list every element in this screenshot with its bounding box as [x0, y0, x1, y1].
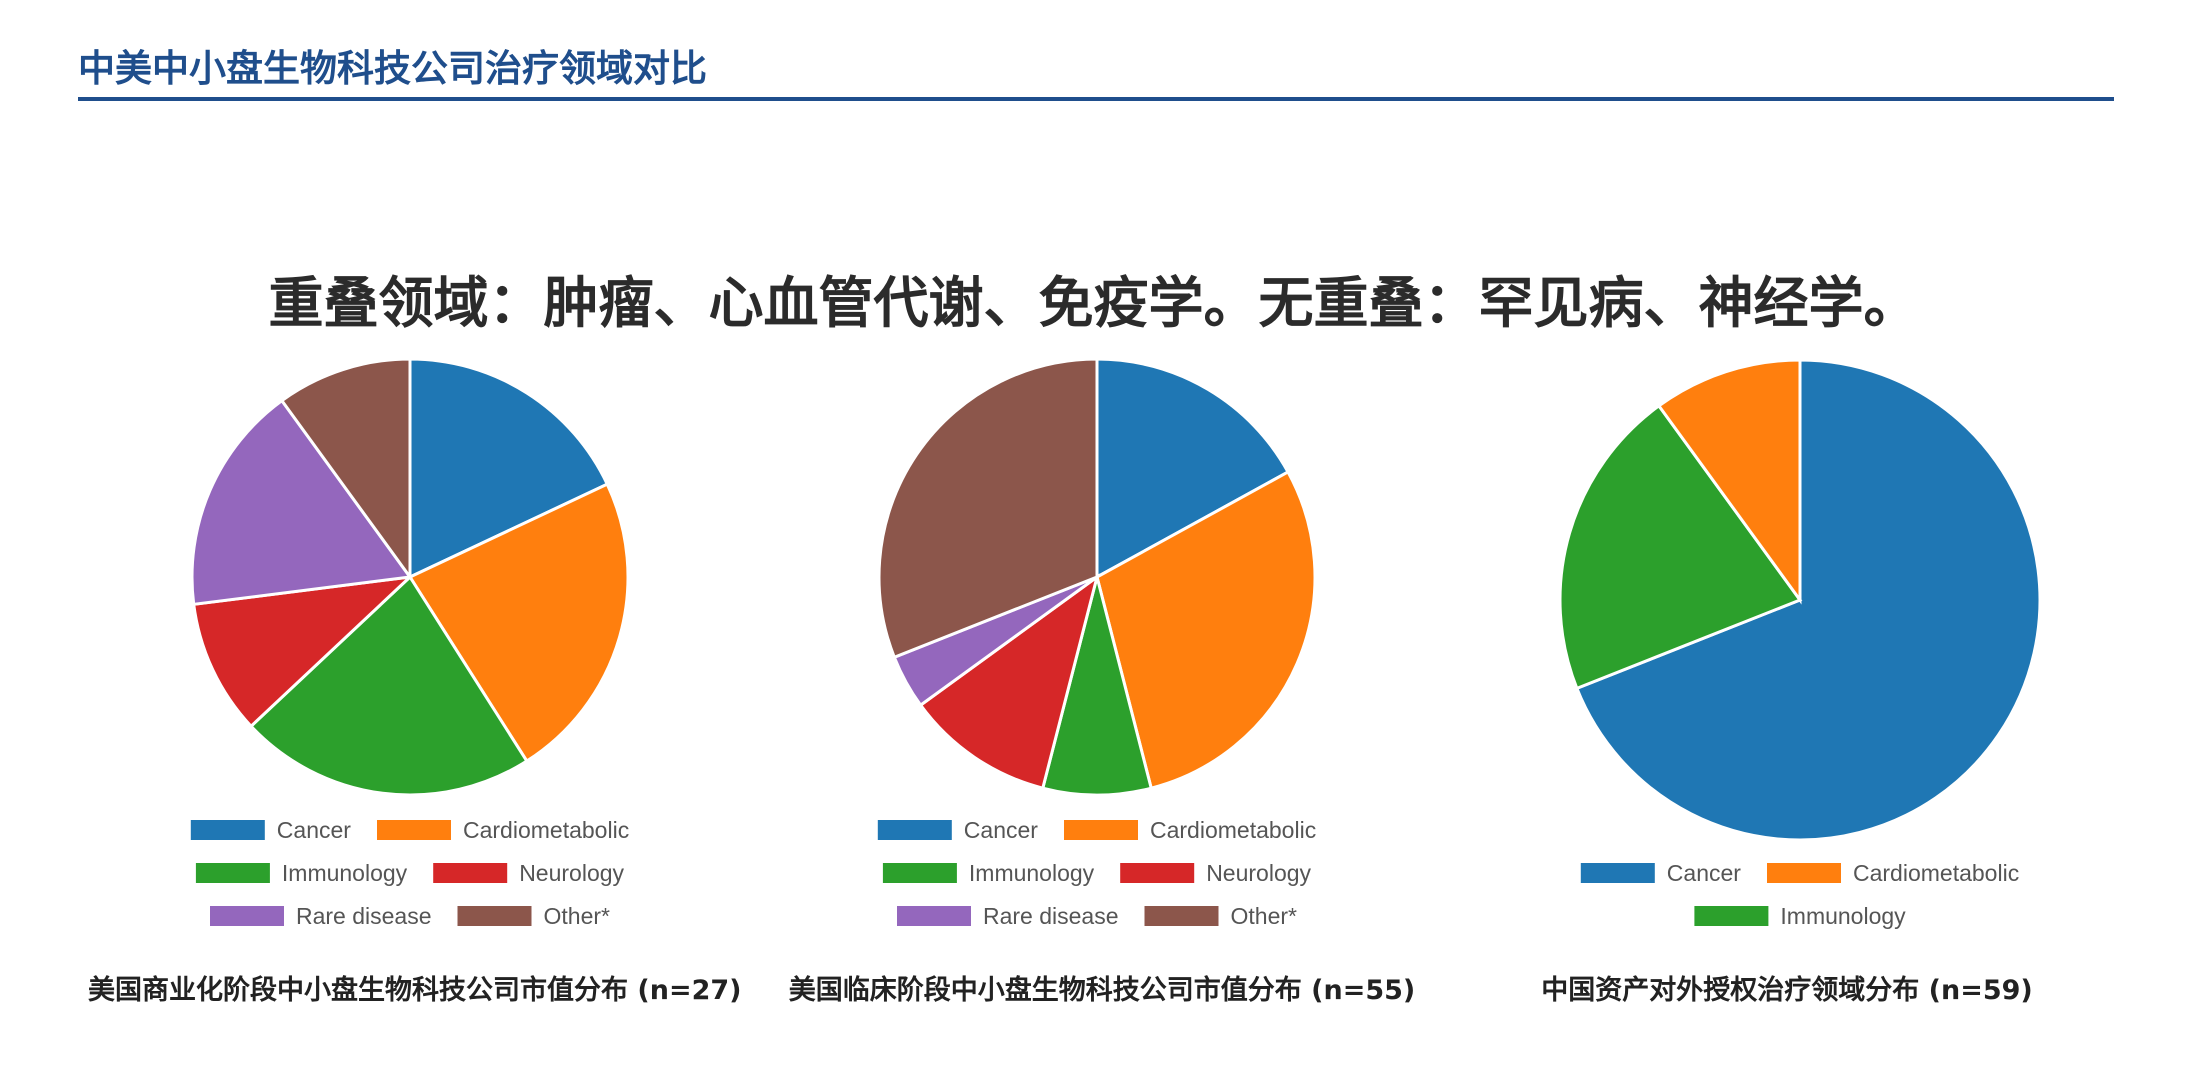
- legend-label-cardiometabolic: Cardiometabolic: [463, 817, 629, 843]
- legend-swatch-cardiometabolic: [1767, 863, 1841, 883]
- legend-label-immunology: Immunology: [282, 860, 408, 886]
- pie-chart-china-licensing: Cancer Cardiometabolic Immunology: [1558, 358, 2042, 929]
- legend-label-cancer: Cancer: [964, 817, 1038, 843]
- pie-slice-rare-disease: [190, 398, 413, 606]
- legend-swatch-immunology: [195, 863, 270, 883]
- legend-swatch-immunology: [882, 863, 957, 883]
- page-title: 中美中小盘生物科技公司治疗领域对比: [78, 47, 707, 90]
- pie-chart-us-clinical: Cancer Cardiometabolic Immunology Neurology…: [877, 357, 1317, 929]
- legend-swatch-cancer: [190, 820, 265, 840]
- pie-slice-immunology: [1558, 403, 1803, 691]
- chart-caption-us-clinical: 美国临床阶段中小盘生物科技公司市值分布 (n=55): [788, 975, 1416, 1006]
- pie-slice-neurology: [918, 573, 1100, 790]
- legend-label-neurology: Neurology: [1206, 860, 1311, 886]
- legend-label-immunology: Immunology: [1780, 903, 1906, 929]
- legend-swatch-neurology: [1120, 863, 1195, 883]
- pie-slice-cancer: [1574, 358, 2042, 842]
- pie-slice-immunology: [248, 574, 529, 797]
- legend-swatch-rare-disease: [210, 906, 284, 926]
- legend-label-cancer: Cancer: [277, 817, 351, 843]
- legend-swatch-other: [457, 906, 532, 926]
- pie-slice-other: [877, 357, 1099, 660]
- pie-chart-us-commercial: Cancer Cardiometabolic Immunology Neurology…: [190, 357, 630, 929]
- legend-swatch-other: [1144, 906, 1219, 926]
- legend-label-other: Other*: [1231, 903, 1298, 929]
- legend-swatch-rare-disease: [897, 906, 971, 926]
- headline: 重叠领域：肿瘤、心血管代谢、免疫学。无重叠：罕见病、神经学。: [268, 271, 1919, 335]
- legend-label-cardiometabolic: Cardiometabolic: [1150, 817, 1316, 843]
- legend-swatch-cardiometabolic: [377, 820, 451, 840]
- legend-label-neurology: Neurology: [519, 860, 624, 886]
- title-divider: [78, 97, 2114, 101]
- pie-slice-cardiometabolic: [1095, 469, 1317, 790]
- legend-label-rare-disease: Rare disease: [296, 903, 432, 929]
- pie-slice-cardiometabolic: [407, 482, 630, 764]
- legend-label-cancer: Cancer: [1667, 860, 1741, 886]
- pie-slice-immunology: [1040, 576, 1154, 797]
- legend-swatch-cardiometabolic: [1064, 820, 1138, 840]
- legend-label-cardiometabolic: Cardiometabolic: [1853, 860, 2019, 886]
- legend-swatch-neurology: [433, 863, 508, 883]
- pie-slice-cancer: [1095, 357, 1291, 580]
- legend-label-immunology: Immunology: [969, 860, 1095, 886]
- pie-slice-neurology: [192, 574, 415, 729]
- legend-swatch-immunology: [1694, 906, 1769, 926]
- legend-swatch-cancer: [1580, 863, 1655, 883]
- legend-label-rare-disease: Rare disease: [983, 903, 1119, 929]
- chart-caption-china-licensing: 中国资产对外授权治疗领域分布 (n=59): [1541, 975, 2033, 1006]
- pie-slice-cancer: [408, 357, 610, 580]
- pie-slice-cardiometabolic: [1656, 358, 1802, 605]
- legend-label-other: Other*: [544, 903, 611, 929]
- legend-swatch-cancer: [877, 820, 952, 840]
- pie-slice-other: [279, 357, 412, 582]
- chart-caption-us-commercial: 美国商业化阶段中小盘生物科技公司市值分布 (n=27): [88, 975, 742, 1006]
